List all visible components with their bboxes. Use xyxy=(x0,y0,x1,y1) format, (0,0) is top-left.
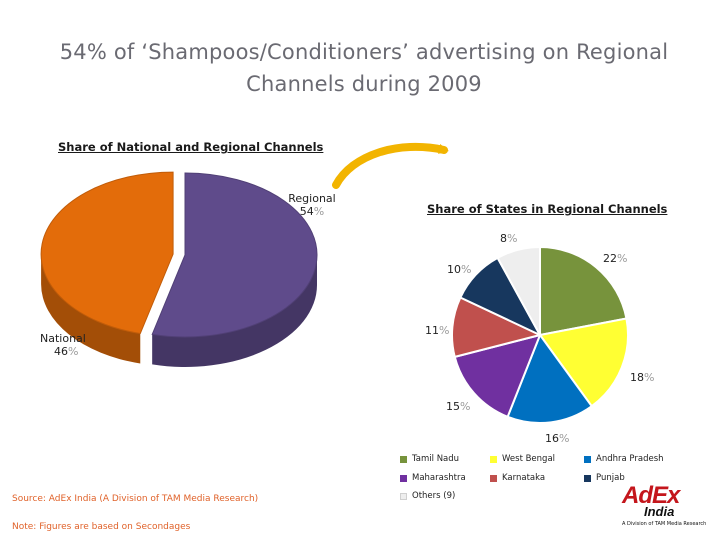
states-pie xyxy=(451,245,629,424)
legend-item-punjab: Punjab xyxy=(584,473,625,483)
pie-slice-maharashtra xyxy=(453,333,542,419)
label-national-name: National xyxy=(40,332,86,345)
label-punjab: 10% xyxy=(447,263,472,276)
legend-swatch xyxy=(584,455,591,463)
footnote: Note: Figures are based on Secondages xyxy=(12,522,191,532)
label-regional: Regional 54% xyxy=(284,192,340,218)
label-regional-value: 54 xyxy=(299,205,314,218)
label-karnataka: 11% xyxy=(425,324,450,337)
slide-title-line-1: 54% of ‘Shampoos/Conditioners’ advertisi… xyxy=(59,40,669,64)
logo-adex-text: AdEx xyxy=(622,482,680,509)
legend-swatch xyxy=(490,474,497,482)
pie-slice-regional xyxy=(151,172,318,338)
label-regional-name: Regional xyxy=(288,192,336,205)
label-regional-pct-sign: % xyxy=(313,205,325,218)
slide-title-line-2: Channels during 2009 xyxy=(246,72,482,96)
label-national: National 46% xyxy=(40,332,86,358)
label-national-value: 46 xyxy=(54,345,68,358)
source-note: Source: AdEx India (A Division of TAM Me… xyxy=(12,494,259,504)
legend-item-tamil-nadu: Tamil Nadu xyxy=(400,454,459,464)
label-west-bengal: 18% xyxy=(630,371,655,384)
curved-arrow-icon xyxy=(332,143,449,189)
label-tamil-nadu: 22% xyxy=(603,252,628,265)
pie-side-regional xyxy=(152,255,317,368)
legend-item-others: Others (9) xyxy=(400,491,455,501)
legend-swatch xyxy=(400,492,407,500)
legend-swatch xyxy=(400,474,407,482)
pie-side-national xyxy=(41,254,141,364)
label-others: 8% xyxy=(500,232,518,245)
logo-india-text: India xyxy=(644,504,675,519)
legend-swatch xyxy=(400,455,407,463)
left-chart-title: Share of National and Regional Channels xyxy=(58,140,324,154)
logo-tagline: A Division of TAM Media Research xyxy=(622,521,707,527)
legend-swatch xyxy=(490,455,497,463)
label-andhra-pradesh: 16% xyxy=(545,432,570,445)
pie-slice-others-9 xyxy=(496,245,541,336)
adex-india-logo: AdEx India A Division of TAM Media Resea… xyxy=(622,482,722,532)
legend-item-karnataka: Karnataka xyxy=(490,473,545,483)
national-regional-pie xyxy=(40,171,318,368)
label-national-pct-sign: % xyxy=(68,345,79,358)
pie-slice-tamil-nadu xyxy=(539,245,628,337)
legend-item-west-bengal: West Bengal xyxy=(490,454,555,464)
legend-swatch xyxy=(584,474,591,482)
slide-title: 54% of ‘Shampoos/Conditioners’ advertisi… xyxy=(0,36,728,100)
pie-slice-national xyxy=(40,171,174,335)
pie-slice-west-bengal xyxy=(538,317,629,408)
legend-item-maharashtra: Maharashtra xyxy=(400,473,466,483)
legend-item-andhra-pradesh: Andhra Pradesh xyxy=(584,454,664,464)
right-chart-title: Share of States in Regional Channels xyxy=(427,202,668,216)
pie-slice-andhra-pradesh xyxy=(506,332,594,424)
label-maharashtra: 15% xyxy=(446,400,471,413)
